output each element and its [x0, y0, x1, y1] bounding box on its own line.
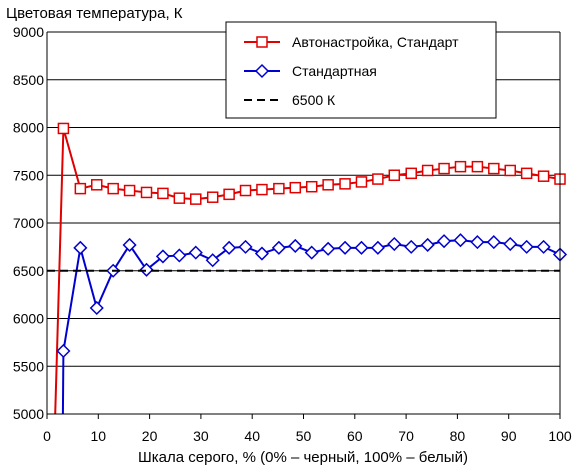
- tick-labels: 5000 5500 6000 6500 7000 7500 8000 8500 9000 0 10 2…: [13, 24, 572, 444]
- data-point-square: [273, 182, 285, 195]
- x-tick-label: 80: [450, 428, 466, 444]
- data-point-square: [256, 183, 268, 196]
- data-point-diamond: [354, 240, 369, 255]
- series-layer: [47, 122, 568, 415]
- y-tick-label: 7000: [13, 215, 44, 231]
- data-point-diamond: [288, 238, 303, 253]
- y-tick-label: 8500: [13, 72, 44, 88]
- data-point-diamond: [420, 237, 435, 253]
- data-point-diamond: [56, 343, 71, 359]
- data-point-square: [372, 173, 384, 185]
- y-tick-label: 8000: [13, 120, 44, 136]
- data-point-square: [157, 187, 169, 200]
- data-point-square: [123, 184, 136, 197]
- data-point-diamond: [503, 236, 518, 252]
- y-tick-label: 6000: [13, 311, 44, 327]
- data-point-diamond: [536, 239, 551, 254]
- data-point-diamond: [172, 248, 187, 263]
- data-point-square: [57, 122, 70, 135]
- x-tick-label: 60: [347, 428, 363, 444]
- data-point-diamond: [486, 235, 501, 250]
- data-point-square: [504, 164, 516, 177]
- data-point-diamond: [304, 245, 319, 260]
- data-point-diamond: [254, 246, 270, 261]
- data-point-square: [405, 167, 417, 180]
- data-point-diamond: [387, 236, 402, 252]
- data-point-square: [239, 184, 252, 197]
- data-point-square: [471, 160, 484, 173]
- data-point-square: [454, 160, 467, 173]
- data-point-diamond: [188, 245, 203, 260]
- data-point-diamond: [519, 239, 534, 254]
- legend-label-standard: Стандартная: [292, 63, 377, 79]
- data-point-square: [520, 167, 533, 180]
- data-point-diamond: [370, 240, 385, 255]
- data-point-square: [173, 192, 186, 204]
- y-tick-label: 5000: [13, 406, 44, 422]
- x-tick-label: 100: [548, 428, 572, 444]
- data-point-diamond: [222, 240, 237, 255]
- legend-marker-square: [256, 36, 268, 48]
- data-point-square: [421, 164, 434, 177]
- data-point-diamond: [205, 253, 220, 268]
- data-point-diamond: [89, 300, 104, 316]
- legend-marker-diamond: [254, 63, 270, 79]
- data-point-square: [388, 169, 401, 181]
- data-point-square: [537, 170, 550, 182]
- data-point-diamond: [337, 240, 353, 255]
- data-point-square: [438, 162, 450, 175]
- legend-item-6500: 6500 К: [244, 92, 336, 108]
- data-point-square: [289, 181, 302, 194]
- data-point-square: [339, 178, 351, 190]
- y-tick-label: 9000: [13, 24, 44, 40]
- data-point-diamond: [271, 240, 286, 255]
- data-point-square: [223, 188, 235, 201]
- data-point-square: [91, 179, 103, 191]
- x-axis-label: Шкала серого, % (0% – черный, 100% – бел…: [138, 449, 468, 466]
- data-point-diamond: [139, 262, 154, 277]
- legend-label-auto: Автонастройка, Стандарт: [292, 34, 459, 50]
- data-point-square: [305, 180, 318, 193]
- data-point-diamond: [321, 241, 336, 256]
- data-point-diamond: [404, 239, 419, 254]
- data-point-diamond: [155, 249, 170, 264]
- x-tick-label: 40: [244, 428, 260, 444]
- data-point-square: [206, 191, 219, 203]
- x-tick-label: 90: [501, 428, 517, 444]
- data-point-diamond: [437, 234, 452, 249]
- y-tick-label: 7500: [13, 167, 44, 183]
- data-point-square: [322, 179, 334, 191]
- x-tick-label: 10: [91, 428, 107, 444]
- x-tick-label: 50: [296, 428, 312, 444]
- data-point-square: [140, 186, 153, 199]
- data-point-square: [190, 193, 202, 205]
- x-tick-label: 70: [398, 428, 414, 444]
- data-point-square: [74, 182, 87, 195]
- data-point-square: [488, 162, 500, 175]
- data-point-diamond: [122, 237, 137, 253]
- data-point-square: [107, 182, 119, 195]
- y-axis-label: Цветовая температура, К: [6, 5, 183, 22]
- data-point-diamond: [453, 233, 468, 248]
- legend-item-standard: Стандартная: [244, 63, 377, 79]
- x-tick-label: 30: [193, 428, 209, 444]
- x-tick-label: 0: [43, 428, 51, 444]
- x-tick-label: 20: [142, 428, 158, 444]
- y-tick-label: 5500: [13, 358, 44, 374]
- axes: [46, 32, 561, 419]
- data-point-diamond: [73, 240, 88, 255]
- legend-label-6500: 6500 К: [292, 92, 336, 108]
- data-point-square: [355, 176, 368, 188]
- legend-item-auto: Автонастройка, Стандарт: [244, 34, 459, 50]
- data-point-diamond: [470, 235, 485, 250]
- series-line-1: [61, 239, 561, 415]
- data-point-diamond: [238, 239, 253, 254]
- legend: Автонастройка, Стандарт Стандартная 6500…: [225, 21, 497, 119]
- y-tick-label: 6500: [13, 263, 44, 279]
